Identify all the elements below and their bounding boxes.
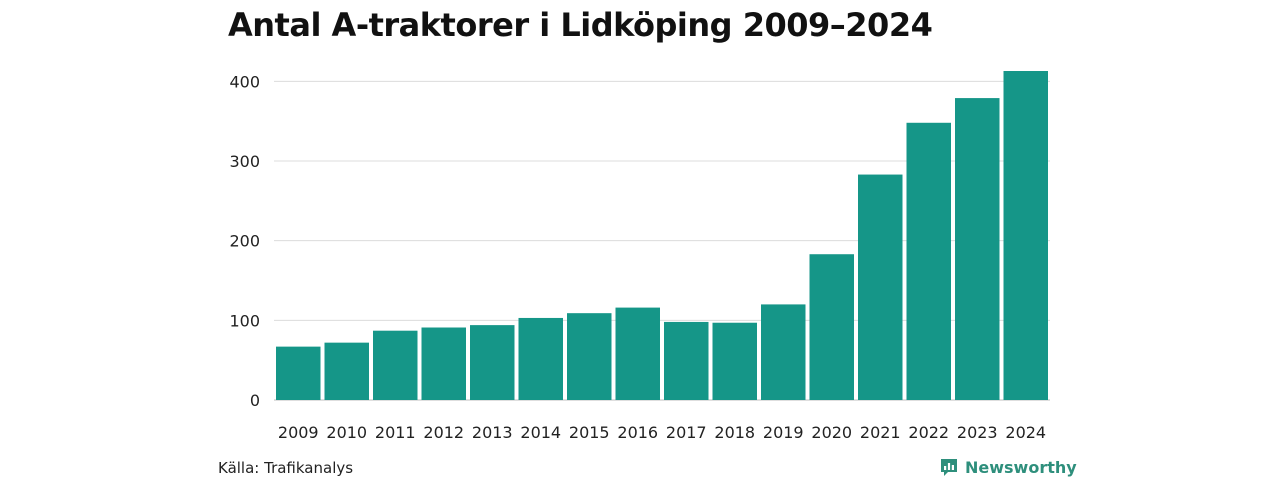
x-axis-ticks: 2009 2010 2011 2012 2013 2014 2015 2016 2017 2018… bbox=[278, 423, 1046, 442]
y-tick-label: 200 bbox=[229, 232, 260, 251]
bar-2014 bbox=[518, 317, 563, 400]
bar-2018 bbox=[712, 322, 757, 400]
bar-2021 bbox=[858, 174, 903, 400]
bar-2022 bbox=[906, 122, 951, 400]
bar-2011 bbox=[373, 330, 418, 400]
y-axis-ticks: 0 100 200 300 400 bbox=[229, 72, 260, 410]
x-tick-label: 2024 bbox=[1005, 423, 1046, 442]
x-tick-label: 2014 bbox=[520, 423, 561, 442]
bar-2020 bbox=[809, 254, 854, 400]
x-tick-label: 2019 bbox=[763, 423, 804, 442]
bar-2013 bbox=[470, 325, 515, 400]
newsworthy-logo-icon bbox=[941, 459, 957, 476]
bar-2019 bbox=[761, 304, 806, 400]
y-tick-label: 400 bbox=[229, 72, 260, 91]
x-tick-label: 2018 bbox=[714, 423, 755, 442]
source-label: Källa: Trafikanalys bbox=[218, 459, 354, 477]
bar-2017 bbox=[664, 321, 709, 400]
bar-2015 bbox=[567, 313, 612, 400]
x-tick-label: 2009 bbox=[278, 423, 319, 442]
bar-2012 bbox=[421, 327, 466, 400]
x-tick-label: 2016 bbox=[617, 423, 658, 442]
bars bbox=[276, 71, 1048, 400]
bar-2016 bbox=[615, 307, 660, 400]
chart-title: Antal A-traktorer i Lidköping 2009–2024 bbox=[228, 6, 933, 44]
x-tick-label: 2023 bbox=[957, 423, 998, 442]
x-tick-label: 2020 bbox=[811, 423, 852, 442]
bar-2023 bbox=[955, 98, 1000, 400]
bar-2010 bbox=[324, 342, 369, 400]
brand-name: Newsworthy bbox=[965, 457, 1077, 477]
x-tick-label: 2022 bbox=[908, 423, 949, 442]
x-tick-label: 2021 bbox=[860, 423, 901, 442]
x-tick-label: 2015 bbox=[569, 423, 610, 442]
x-tick-label: 2010 bbox=[326, 423, 367, 442]
y-tick-label: 300 bbox=[229, 152, 260, 171]
y-tick-label: 100 bbox=[229, 311, 260, 330]
x-tick-label: 2012 bbox=[423, 423, 464, 442]
x-tick-label: 2017 bbox=[666, 423, 707, 442]
brand-logo[interactable]: Newsworthy bbox=[939, 456, 1077, 478]
bar-2024 bbox=[1003, 71, 1048, 400]
x-tick-label: 2013 bbox=[472, 423, 513, 442]
x-tick-label: 2011 bbox=[375, 423, 416, 442]
y-tick-label: 0 bbox=[250, 391, 260, 410]
bar-2009 bbox=[276, 346, 321, 400]
